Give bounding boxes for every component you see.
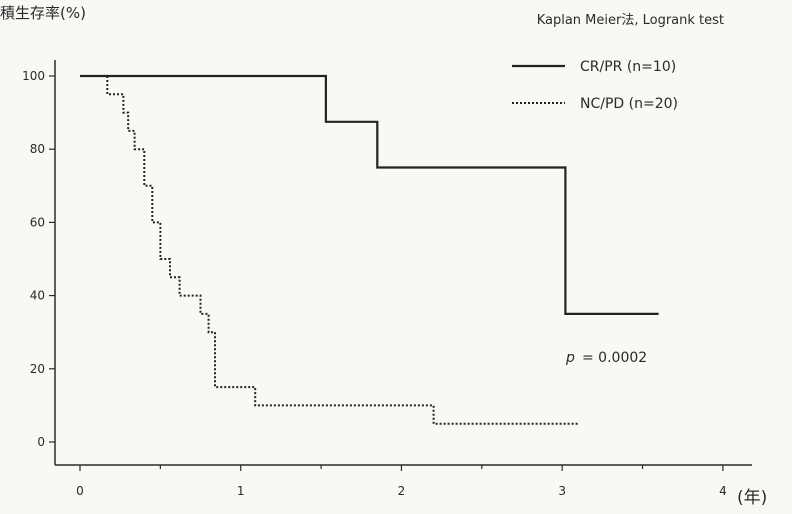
legend-label: CR/PR (n=10)	[580, 59, 676, 75]
y-axis-label: 積生存率(%)	[0, 4, 86, 22]
y-tick-label: 60	[30, 215, 45, 229]
p-value-annotation: p = 0.0002	[565, 350, 647, 366]
axes: 0 20 40 60 80 100 0 1 2 3 4	[22, 60, 752, 498]
x-tick-label: 2	[398, 484, 406, 498]
x-axis-label: (年)	[737, 488, 767, 508]
x-tick-label: 1	[237, 484, 245, 498]
y-tick-label: 40	[30, 289, 45, 303]
series-cr-pr-line	[80, 74, 659, 315]
x-tick-label: 4	[719, 484, 727, 498]
y-tick-label: 20	[30, 362, 45, 376]
legend-label: NC/PD (n=20)	[580, 96, 678, 112]
x-tick-label: 3	[558, 484, 566, 498]
p-value: = 0.0002	[582, 350, 647, 366]
method-annotation: Kaplan Meier法, Logrank test	[537, 13, 724, 28]
y-tick-label: 80	[30, 142, 45, 156]
x-tick-label: 0	[76, 484, 84, 498]
series-layer	[80, 74, 659, 425]
series-nc-pd-line	[106, 76, 579, 425]
legend-item-nc-pd: NC/PD (n=20)	[512, 96, 678, 112]
legend-item-cr-pr: CR/PR (n=10)	[512, 59, 676, 75]
y-tick-label: 0	[37, 435, 45, 449]
p-label: p	[565, 350, 575, 366]
legend: CR/PR (n=10) NC/PD (n=20)	[512, 59, 678, 112]
y-tick-label: 100	[22, 69, 45, 83]
